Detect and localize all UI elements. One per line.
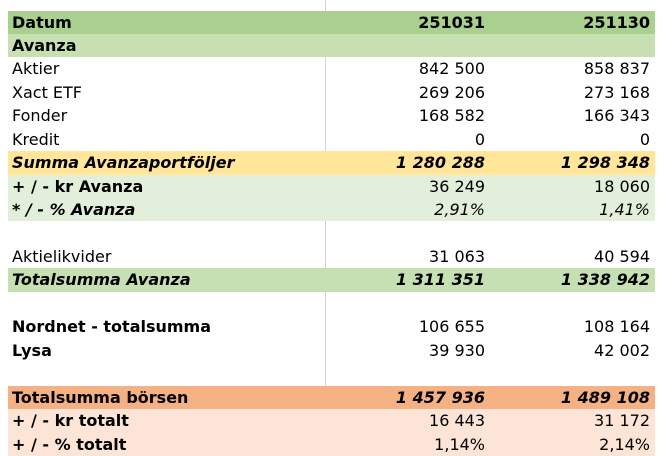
grid-line <box>325 0 326 456</box>
table-row: Aktielikvider 31 063 40 594 <box>8 245 655 268</box>
table-row: Totalsumma Avanza 1 311 351 1 338 942 <box>8 268 655 292</box>
table-row: Lysa 39 930 42 002 <box>8 339 655 362</box>
row-label: Totalsumma börsen <box>12 387 189 407</box>
cell-value: 106 655 <box>418 317 485 337</box>
cell-value: 39 930 <box>429 340 485 360</box>
row-label: * / - % Avanza <box>12 200 136 220</box>
table-row: * / - % Avanza 2,91% 1,41% <box>8 198 655 222</box>
table-row: + / - kr Avanza 36 249 18 060 <box>8 174 655 199</box>
cell-value: 1 311 351 <box>395 270 485 290</box>
cell-value: 108 164 <box>583 317 650 337</box>
cell-value: 18 060 <box>594 176 650 196</box>
cell-value: 842 500 <box>418 59 485 79</box>
cell-value: 1,14% <box>434 434 485 454</box>
cell-value: 1 280 288 <box>395 153 485 173</box>
cell-value: 269 206 <box>418 82 485 102</box>
table-row: Summa Avanzaportföljer 1 280 288 1 298 348 <box>8 151 655 175</box>
table-row: Totalsumma börsen 1 457 936 1 489 108 <box>8 385 655 410</box>
cell-value: 166 343 <box>583 106 650 126</box>
cell-value: 1 298 348 <box>560 153 650 173</box>
empty-row <box>8 292 655 315</box>
table-row: Avanza <box>8 33 655 58</box>
table-row: Xact ETF 269 206 273 168 <box>8 81 655 104</box>
row-label: Xact ETF <box>12 82 83 102</box>
cell-value: 858 837 <box>583 59 650 79</box>
cell-value: 42 002 <box>594 340 650 360</box>
table-row: + / - % totalt 1,14% 2,14% <box>8 432 655 456</box>
row-label: + / - kr Avanza <box>12 176 144 196</box>
row-label: Totalsumma Avanza <box>12 270 191 290</box>
cell-value: 0 <box>474 129 485 149</box>
cell-value: 2,91% <box>434 200 485 220</box>
table-row: Nordnet - totalsumma 106 655 108 164 <box>8 315 655 338</box>
empty-row <box>8 362 655 385</box>
row-label: + / - kr totalt <box>12 411 129 431</box>
cell-value: 40 594 <box>594 247 650 266</box>
row-label: Fonder <box>12 106 68 126</box>
row-label: Aktier <box>12 59 60 79</box>
row-label: Aktielikvider <box>12 247 112 266</box>
cell-value: 251130 <box>583 12 650 32</box>
cell-value: 31 063 <box>429 247 485 266</box>
cell-value: 251031 <box>418 12 485 32</box>
row-label: Summa Avanzaportföljer <box>12 153 235 173</box>
row-label: Datum <box>12 12 72 32</box>
cell-value: 1 457 936 <box>395 387 485 407</box>
table-row: + / - kr totalt 16 443 31 172 <box>8 409 655 433</box>
row-label: Avanza <box>12 35 77 55</box>
table-row: Aktier 842 500 858 837 <box>8 57 655 80</box>
row-label: Kredit <box>12 129 60 149</box>
cell-value: 1 489 108 <box>560 387 650 407</box>
cell-value: 2,14% <box>599 434 650 454</box>
cell-value: 273 168 <box>583 82 650 102</box>
cell-value: 1,41% <box>599 200 650 220</box>
table-row: Kredit 0 0 <box>8 128 655 151</box>
table-row: Datum 251031 251130 <box>8 10 655 34</box>
empty-row <box>8 222 655 245</box>
cell-value: 0 <box>639 129 650 149</box>
cell-value: 16 443 <box>429 411 485 431</box>
row-label: Nordnet - totalsumma <box>12 317 212 337</box>
cell-value: 36 249 <box>429 176 485 196</box>
row-label: + / - % totalt <box>12 434 127 454</box>
cell-value: 31 172 <box>594 411 650 431</box>
cell-value: 168 582 <box>418 106 485 126</box>
row-label: Lysa <box>12 340 52 360</box>
cell-value: 1 338 942 <box>560 270 650 290</box>
table-row: Fonder 168 582 166 343 <box>8 104 655 127</box>
